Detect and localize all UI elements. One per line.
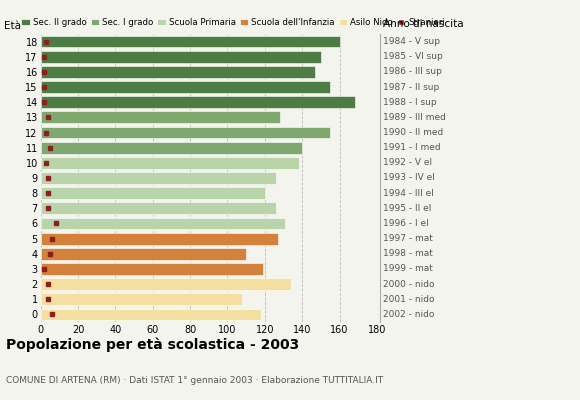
Text: 1987 - II sup: 1987 - II sup bbox=[383, 82, 439, 92]
Text: 2001 - nido: 2001 - nido bbox=[383, 295, 434, 304]
Legend: Sec. II grado, Sec. I grado, Scuola Primaria, Scuola dell'Infanzia, Asilo Nido, : Sec. II grado, Sec. I grado, Scuola Prim… bbox=[21, 18, 445, 27]
Text: Popolazione per età scolastica - 2003: Popolazione per età scolastica - 2003 bbox=[6, 338, 299, 352]
Bar bbox=[41, 233, 278, 244]
Text: COMUNE DI ARTENA (RM) · Dati ISTAT 1° gennaio 2003 · Elaborazione TUTTITALIA.IT: COMUNE DI ARTENA (RM) · Dati ISTAT 1° ge… bbox=[6, 376, 383, 385]
Bar bbox=[41, 248, 246, 260]
Bar bbox=[41, 172, 276, 184]
Text: 1996 - I el: 1996 - I el bbox=[383, 219, 429, 228]
Text: 1998 - mat: 1998 - mat bbox=[383, 249, 433, 258]
Bar bbox=[41, 218, 285, 229]
Bar bbox=[41, 112, 280, 123]
Text: 2002 - nido: 2002 - nido bbox=[383, 310, 434, 319]
Bar bbox=[41, 81, 330, 93]
Text: Età: Età bbox=[3, 21, 21, 31]
Bar bbox=[41, 157, 299, 169]
Bar bbox=[41, 308, 261, 320]
Bar bbox=[41, 278, 291, 290]
Bar bbox=[41, 293, 242, 305]
Bar bbox=[41, 263, 263, 275]
Text: 1988 - I sup: 1988 - I sup bbox=[383, 98, 437, 107]
Text: 1999 - mat: 1999 - mat bbox=[383, 264, 433, 274]
Text: 2000 - nido: 2000 - nido bbox=[383, 280, 434, 289]
Text: 1997 - mat: 1997 - mat bbox=[383, 234, 433, 243]
Bar bbox=[41, 202, 276, 214]
Bar bbox=[41, 66, 316, 78]
Bar bbox=[41, 36, 340, 48]
Text: 1985 - VI sup: 1985 - VI sup bbox=[383, 52, 443, 61]
Text: 1990 - II med: 1990 - II med bbox=[383, 128, 443, 137]
Text: 1994 - III el: 1994 - III el bbox=[383, 189, 434, 198]
Text: 1984 - V sup: 1984 - V sup bbox=[383, 37, 440, 46]
Bar bbox=[41, 96, 354, 108]
Bar bbox=[41, 142, 302, 154]
Text: Anno di nascita: Anno di nascita bbox=[383, 20, 463, 30]
Text: 1992 - V el: 1992 - V el bbox=[383, 158, 432, 167]
Bar bbox=[41, 187, 265, 199]
Text: 1989 - III med: 1989 - III med bbox=[383, 113, 446, 122]
Bar bbox=[41, 127, 330, 138]
Text: 1993 - IV el: 1993 - IV el bbox=[383, 174, 435, 182]
Text: 1995 - II el: 1995 - II el bbox=[383, 204, 432, 213]
Text: 1991 - I med: 1991 - I med bbox=[383, 143, 441, 152]
Bar bbox=[41, 51, 321, 63]
Text: 1986 - III sup: 1986 - III sup bbox=[383, 67, 442, 76]
